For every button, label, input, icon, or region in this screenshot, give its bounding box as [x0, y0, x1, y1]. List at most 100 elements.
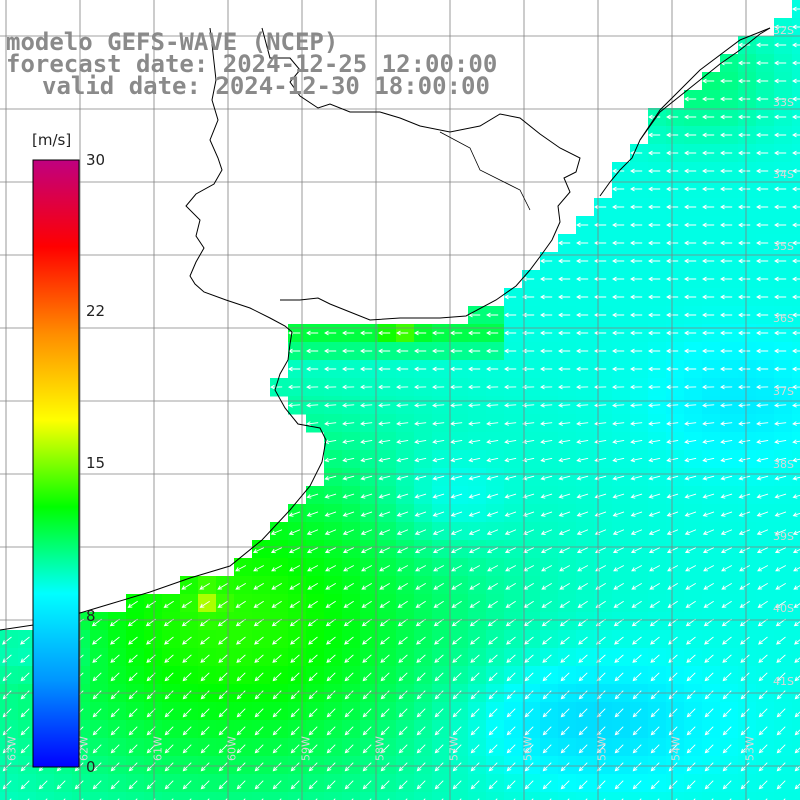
wind-arrow — [632, 762, 642, 772]
wind-arrow — [396, 366, 409, 372]
wind-arrow — [342, 547, 355, 554]
wind-arrow — [486, 547, 499, 554]
wind-arrow — [362, 672, 372, 682]
wind-arrow — [432, 348, 445, 354]
wind-arrow — [325, 582, 336, 590]
wind-arrow — [576, 457, 589, 463]
wind-speed-cell — [720, 792, 739, 800]
wind-arrow — [774, 511, 787, 517]
wind-arrow — [722, 744, 732, 754]
wind-arrow — [416, 726, 426, 736]
wind-arrow — [450, 511, 463, 517]
wind-arrow — [378, 330, 391, 336]
wind-arrow — [740, 780, 750, 790]
wind-arrow — [450, 475, 463, 481]
wind-arrow — [792, 204, 800, 210]
wind-arrow — [558, 547, 571, 554]
wind-arrow — [324, 348, 337, 354]
wind-arrow — [612, 475, 625, 481]
wind-arrow — [792, 439, 800, 445]
wind-arrow — [702, 132, 715, 138]
wind-arrow — [450, 529, 463, 535]
wind-arrow — [614, 636, 624, 645]
wind-arrow — [792, 78, 800, 84]
wind-arrow — [631, 600, 642, 608]
wind-arrow — [468, 421, 481, 426]
wind-speed-cell — [72, 792, 91, 800]
wind-arrow — [578, 726, 588, 736]
wind-arrow — [614, 726, 624, 736]
wind-arrow — [542, 690, 552, 700]
wind-arrow — [666, 529, 679, 535]
wind-arrow — [542, 744, 552, 754]
wind-arrow — [630, 294, 643, 300]
wind-arrow — [379, 582, 390, 590]
wind-arrow — [775, 600, 786, 608]
wind-arrow — [470, 672, 480, 682]
wind-speed-cell — [270, 792, 289, 800]
wind-arrow — [702, 312, 715, 318]
wind-arrow — [432, 439, 445, 445]
wind-arrow — [524, 690, 534, 700]
wind-arrow — [324, 493, 337, 499]
wind-arrow — [558, 294, 571, 300]
wind-speed-cell — [198, 792, 217, 800]
wind-arrow — [324, 421, 337, 426]
wind-arrow — [181, 582, 192, 590]
wind-arrow — [650, 762, 660, 772]
wind-arrow — [522, 493, 535, 499]
wind-arrow — [648, 150, 661, 156]
wind-arrow — [524, 762, 534, 772]
wind-arrow — [432, 547, 445, 554]
wind-arrow — [416, 744, 426, 754]
wind-arrow — [776, 636, 786, 645]
wind-arrow — [704, 762, 714, 772]
wind-arrow — [342, 457, 355, 463]
wind-arrow — [360, 493, 373, 499]
wind-arrow — [540, 258, 553, 264]
wind-arrow — [648, 312, 661, 318]
wind-arrow — [560, 672, 570, 682]
wind-arrow — [666, 204, 679, 210]
wind-arrow — [650, 672, 660, 682]
wind-arrow — [289, 582, 300, 590]
wind-arrow — [505, 582, 516, 590]
wind-arrow — [648, 258, 661, 264]
wind-arrow — [182, 636, 192, 645]
wind-arrow — [397, 582, 408, 590]
wind-arrow — [738, 294, 751, 300]
wind-arrow — [774, 384, 787, 390]
wind-arrow — [595, 565, 607, 572]
wind-arrow — [756, 547, 769, 554]
wind-arrow — [487, 565, 499, 572]
wind-arrow — [702, 258, 715, 264]
wind-arrow — [415, 600, 426, 608]
wind-arrow — [307, 600, 318, 608]
wind-arrow — [468, 348, 481, 354]
wind-arrow — [270, 547, 283, 554]
river-outline — [439, 131, 531, 211]
wind-arrow — [650, 708, 660, 718]
wind-arrow — [254, 672, 264, 682]
wind-arrow — [686, 780, 696, 790]
wind-arrow — [487, 600, 498, 608]
wind-arrow — [396, 529, 409, 535]
wind-arrow — [630, 204, 643, 210]
wind-arrow — [324, 475, 337, 481]
wind-arrow — [702, 276, 715, 282]
wind-arrow — [667, 565, 679, 572]
wind-arrow — [578, 780, 588, 790]
wind-arrow — [630, 511, 643, 517]
wind-arrow — [200, 636, 210, 645]
wind-arrow — [380, 654, 390, 663]
wind-arrow — [128, 708, 138, 718]
wind-arrow — [164, 726, 174, 736]
wind-arrow — [666, 186, 679, 192]
wind-arrow — [594, 348, 607, 354]
wind-arrow — [650, 780, 660, 790]
wind-arrow — [236, 636, 246, 645]
wind-arrow — [20, 708, 30, 718]
wind-speed-cell — [144, 792, 163, 800]
wind-arrow — [558, 330, 571, 336]
wind-arrow — [666, 114, 679, 120]
